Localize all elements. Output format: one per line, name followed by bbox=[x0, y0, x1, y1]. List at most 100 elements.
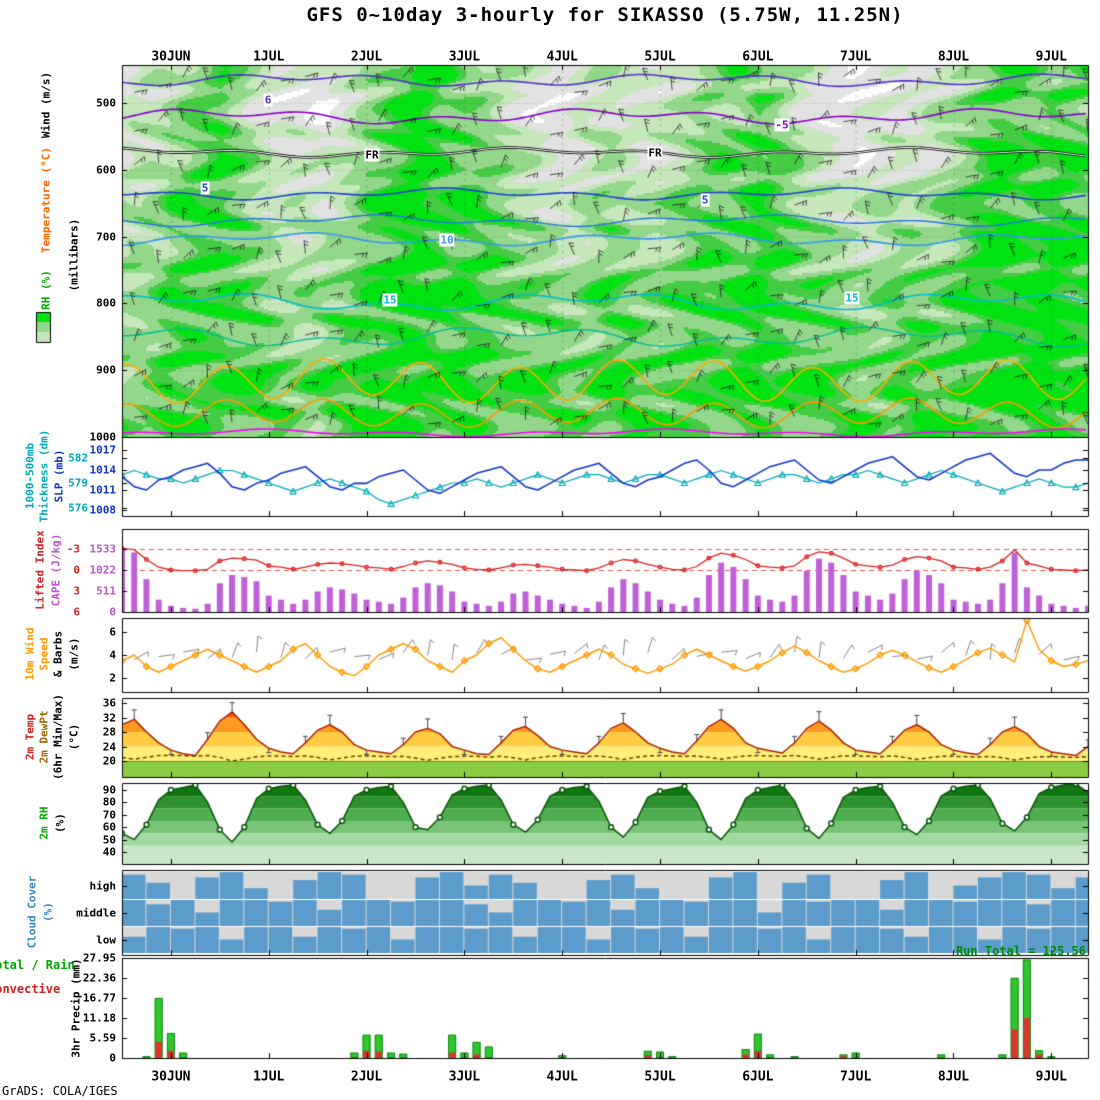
axis-label-millibars: (millibars) bbox=[67, 218, 81, 292]
contour-label: FR bbox=[647, 146, 663, 160]
tick-cape: 511 bbox=[96, 584, 116, 598]
tick-cape: 0 bbox=[109, 605, 116, 619]
contour-label: 6 bbox=[263, 93, 273, 107]
tick-thickness: 579 bbox=[68, 476, 88, 490]
axis-label-lifted-index: Lifted Index bbox=[33, 530, 47, 610]
tick-wind: 6 bbox=[109, 625, 116, 639]
tick-precip: 22.36 bbox=[82, 971, 116, 985]
tick-rh: 40 bbox=[102, 845, 116, 859]
date-label-top: 6JUL bbox=[742, 49, 774, 65]
run-total-label: Run Total = 125.56 bbox=[955, 944, 1086, 958]
contour-label: FR bbox=[364, 148, 380, 162]
tick-thickness: 576 bbox=[68, 501, 88, 515]
cloud-row-label: high bbox=[89, 879, 117, 892]
date-label-top: 3JUL bbox=[448, 49, 481, 65]
contour-label: -5 bbox=[774, 118, 790, 132]
axis-label-2m-temp: 2m Temp bbox=[23, 713, 37, 761]
axis-label-cape: CAPE (J/kg) bbox=[49, 533, 63, 607]
axis-label-slp: SLP (mb) bbox=[52, 449, 66, 503]
axis-label-temperature: Temperature (°C) bbox=[39, 147, 53, 253]
date-label-bottom: 9JUL bbox=[1035, 1069, 1067, 1085]
axis-label-rh-pct: (%) bbox=[53, 813, 67, 833]
axis-label-cloud-cover: Cloud Cover bbox=[25, 875, 39, 949]
tick-slp: 1011 bbox=[89, 483, 117, 497]
tick-precip: 5.59 bbox=[89, 1031, 117, 1045]
contour-label: 5 bbox=[700, 193, 710, 207]
axis-label-cloud-pct: (%) bbox=[41, 902, 55, 922]
tick-pressure: 900 bbox=[96, 363, 116, 377]
tick-pressure: 500 bbox=[96, 96, 116, 110]
date-label-bottom: 3JUL bbox=[448, 1069, 481, 1085]
tick-rh: 90 bbox=[102, 783, 116, 797]
tick-precip: 27.95 bbox=[82, 951, 116, 965]
date-label-top: 4JUL bbox=[546, 49, 578, 65]
axis-label-2m-rh: 2m RH bbox=[37, 806, 51, 840]
date-label-top: 7JUL bbox=[840, 49, 872, 65]
tick-precip: 16.77 bbox=[82, 991, 116, 1005]
date-label-bottom: 8JUL bbox=[937, 1069, 970, 1085]
grads-credit: GrADS: COLA/IGES bbox=[2, 1084, 118, 1098]
date-label-bottom: 2JUL bbox=[350, 1069, 383, 1085]
contour-label: 15 bbox=[382, 293, 398, 307]
tick-lifted-index: -3 bbox=[66, 542, 80, 556]
date-label-bottom: 7JUL bbox=[840, 1069, 872, 1085]
tick-temp: 28 bbox=[102, 725, 116, 739]
tick-lifted-index: 3 bbox=[73, 584, 80, 598]
axis-label-degc: (°C) bbox=[67, 723, 81, 751]
date-label-top: 9JUL bbox=[1035, 49, 1067, 65]
tick-precip: 0 bbox=[109, 1051, 116, 1065]
contour-label: 10 bbox=[439, 233, 455, 247]
legend-convective: Convective bbox=[0, 982, 61, 996]
tick-rh: 80 bbox=[102, 795, 116, 809]
tick-pressure: 800 bbox=[96, 296, 116, 310]
date-label-bottom: 30JUN bbox=[151, 1069, 191, 1085]
page-title: GFS 0~10day 3-hourly for SIKASSO (5.75W,… bbox=[306, 4, 904, 26]
date-label-bottom: 1JUL bbox=[253, 1069, 285, 1085]
date-label-bottom: 5JUL bbox=[644, 1069, 676, 1085]
axis-label-rh: RH (%) bbox=[39, 270, 53, 310]
axis-label-barbs: & Barbs bbox=[51, 630, 65, 678]
date-label-top: 5JUL bbox=[644, 49, 676, 65]
tick-cape: 1533 bbox=[89, 542, 117, 556]
tick-rh: 70 bbox=[102, 808, 116, 822]
date-label-bottom: 4JUL bbox=[546, 1069, 578, 1085]
tick-temp: 24 bbox=[102, 740, 116, 753]
axis-label-speed: Speed bbox=[37, 637, 51, 671]
tick-wind: 2 bbox=[109, 671, 116, 685]
cloud-row-label: middle bbox=[76, 906, 116, 919]
tick-lifted-index: 0 bbox=[73, 563, 80, 577]
tick-slp: 1017 bbox=[89, 443, 117, 457]
tick-rh: 60 bbox=[102, 820, 116, 834]
tick-cape: 1022 bbox=[89, 563, 117, 577]
axis-label-ms: (m/s) bbox=[67, 637, 81, 671]
tick-slp: 1014 bbox=[89, 463, 117, 477]
tick-temp: 20 bbox=[102, 754, 116, 768]
axis-label-wind: Wind (m/s) bbox=[39, 71, 53, 139]
legend-total-rain: Total / Rain bbox=[0, 958, 75, 972]
axis-label-thickness-1: 1000-500mb bbox=[23, 442, 37, 510]
tick-pressure: 700 bbox=[96, 230, 116, 244]
axis-label-10m-wind: 10m Wind bbox=[23, 627, 37, 681]
date-label-bottom: 6JUL bbox=[742, 1069, 774, 1085]
tick-pressure: 1000 bbox=[89, 430, 117, 444]
date-label-top: 2JUL bbox=[350, 49, 383, 65]
tick-thickness: 582 bbox=[68, 451, 88, 465]
tick-pressure: 600 bbox=[96, 163, 116, 177]
axis-label-2m-dewpt: 2m DewPt bbox=[37, 710, 51, 764]
date-label-top: 30JUN bbox=[151, 49, 191, 65]
axis-label-3hr-precip: 3hr Precip (mm) bbox=[69, 958, 83, 1058]
axis-label-minmax: (6hr Min/Max) bbox=[51, 693, 65, 781]
contour-label: 5 bbox=[200, 181, 210, 195]
tick-temp: 32 bbox=[102, 711, 116, 724]
contour-label: 15 bbox=[844, 291, 860, 305]
date-label-top: 1JUL bbox=[253, 49, 285, 65]
tick-rh: 50 bbox=[102, 833, 116, 847]
tick-wind: 4 bbox=[109, 648, 116, 662]
cloud-row-label: low bbox=[96, 933, 116, 946]
tick-slp: 1008 bbox=[89, 503, 117, 517]
date-label-top: 8JUL bbox=[937, 49, 970, 65]
tick-precip: 11.18 bbox=[82, 1011, 116, 1025]
tick-lifted-index: 6 bbox=[73, 605, 80, 619]
